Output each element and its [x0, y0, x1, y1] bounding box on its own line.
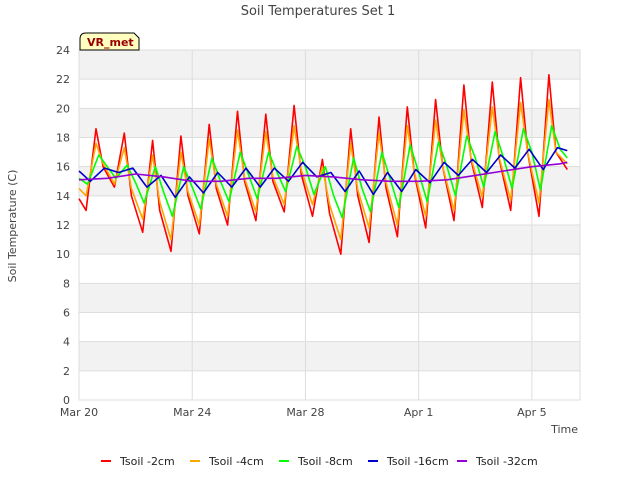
band-6-8 — [79, 283, 580, 313]
legend-label: Tsoil -16cm — [386, 455, 449, 468]
y-tick-label: 4 — [63, 336, 70, 349]
y-tick-label: 8 — [63, 277, 70, 290]
y-tick-label: 10 — [56, 248, 70, 261]
y-tick-label: 12 — [56, 219, 70, 232]
series-line-tsoil-16cm — [78, 146, 568, 199]
series-line-tsoil-4cm — [78, 98, 568, 241]
y-tick-label: 16 — [56, 161, 70, 174]
legend-label: Tsoil -4cm — [208, 455, 264, 468]
y-tick-label: 18 — [56, 132, 70, 145]
series-line-tsoil-8cm — [78, 125, 568, 219]
x-tick-label: Mar 28 — [286, 406, 324, 419]
legend: Tsoil -2cm Tsoil -4cm Tsoil -8cm Tsoil -16c… — [101, 455, 538, 468]
legend-label: Tsoil -2cm — [119, 455, 175, 468]
band-2-4 — [79, 341, 580, 371]
legend-label: Tsoil -8cm — [297, 455, 353, 468]
y-tick-label: 24 — [56, 44, 70, 57]
badge-label: VR_met — [87, 36, 134, 49]
legend-label: Tsoil -32cm — [475, 455, 538, 468]
y-tick-label: 6 — [63, 307, 70, 320]
x-tick-label: Mar 20 — [60, 406, 98, 419]
series-lines — [78, 74, 568, 255]
band-18-20 — [79, 108, 580, 138]
y-tick-label: 0 — [63, 394, 70, 407]
chart-title: Soil Temperatures Set 1 — [241, 4, 396, 19]
badge-shape — [79, 32, 140, 51]
y-tick-label: 2 — [63, 365, 70, 378]
y-tick-label: 20 — [56, 102, 70, 115]
x-tick-label: Apr 1 — [404, 406, 434, 419]
plot-frame — [78, 49, 581, 401]
x-tick-label: Apr 5 — [517, 406, 547, 419]
x-axis-ticks: Mar 20 Mar 24 Mar 28 Apr 1 Apr 5 — [60, 406, 547, 419]
y-tick-label: 22 — [56, 73, 70, 86]
vr-met-badge: VR_met — [79, 32, 140, 51]
band-22-24 — [79, 50, 580, 80]
y-axis-label: Soil Temperature (C) — [6, 170, 19, 283]
y-tick-label: 14 — [56, 190, 70, 203]
x-axis-label: Time — [550, 423, 578, 436]
series-line-tsoil-32cm — [78, 161, 568, 183]
x-tick-label: Mar 24 — [173, 406, 211, 419]
band-10-12 — [79, 225, 580, 255]
